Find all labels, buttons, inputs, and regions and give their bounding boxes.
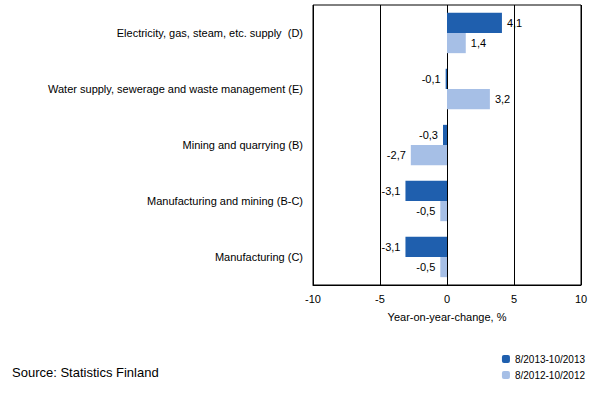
- svg-text:Manufacturing (C): Manufacturing (C): [215, 251, 303, 263]
- svg-text:10: 10: [575, 293, 587, 305]
- svg-text:Manufacturing and mining (B-C): Manufacturing and mining (B-C): [147, 195, 303, 207]
- svg-text:-5: -5: [375, 293, 385, 305]
- svg-text:-3,1: -3,1: [381, 241, 400, 253]
- svg-text:-10: -10: [305, 293, 321, 305]
- svg-text:Water supply, sewerage and was: Water supply, sewerage and waste managem…: [48, 83, 303, 95]
- svg-text:-0,3: -0,3: [419, 129, 438, 141]
- svg-text:5: 5: [511, 293, 517, 305]
- svg-text:-2,7: -2,7: [387, 149, 406, 161]
- svg-text:8/2013-10/2013: 8/2013-10/2013: [515, 354, 586, 365]
- svg-text:8/2012-10/2012: 8/2012-10/2012: [515, 370, 586, 381]
- svg-text:3,2: 3,2: [495, 93, 510, 105]
- svg-text:-0,5: -0,5: [416, 205, 435, 217]
- svg-text:Electricity, gas, steam, etc.: Electricity, gas, steam, etc. supply (D): [117, 27, 303, 39]
- svg-text:-0,5: -0,5: [416, 261, 435, 273]
- svg-text:-0,1: -0,1: [422, 73, 441, 85]
- svg-text:1,4: 1,4: [471, 37, 486, 49]
- svg-text:4,1: 4,1: [507, 17, 522, 29]
- svg-text:-3,1: -3,1: [381, 185, 400, 197]
- svg-text:Mining and quarrying (B): Mining and quarrying (B): [183, 139, 303, 151]
- svg-text:Year-on-year-change, %: Year-on-year-change, %: [388, 311, 507, 323]
- svg-text:0: 0: [444, 293, 450, 305]
- svg-text:Source: Statistics Finland: Source: Statistics Finland: [12, 365, 159, 380]
